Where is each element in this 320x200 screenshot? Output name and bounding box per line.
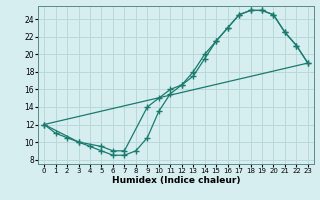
X-axis label: Humidex (Indice chaleur): Humidex (Indice chaleur) xyxy=(112,176,240,185)
